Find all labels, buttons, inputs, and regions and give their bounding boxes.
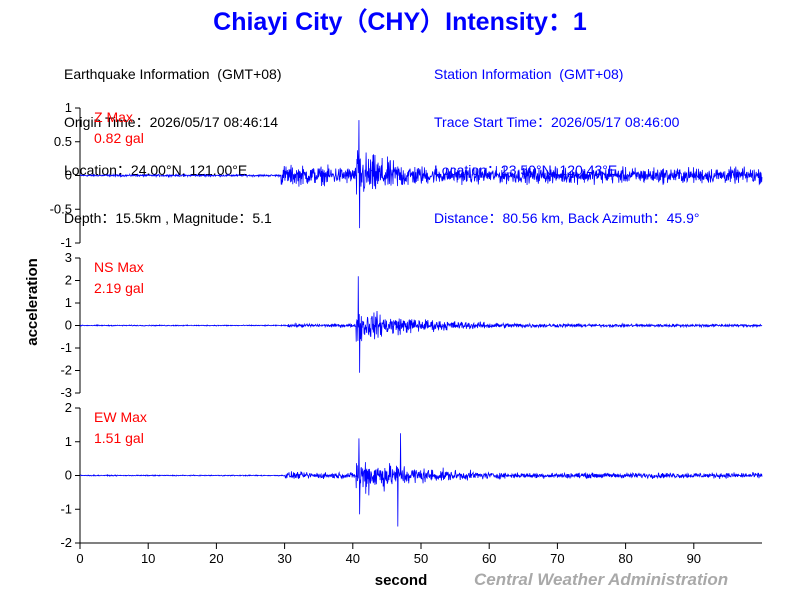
y-tick-label-ns: 3 xyxy=(65,250,72,265)
y-tick-label-ew: 1 xyxy=(65,434,72,449)
station-info-heading: Station Information (GMT+08) xyxy=(434,66,624,82)
y-tick-label-z: 1 xyxy=(65,100,72,115)
trace-start-time: Trace Start Time：2026/05/17 08:46:00 xyxy=(434,114,680,130)
x-tick-label: 90 xyxy=(687,551,701,566)
y-tick-label-ns: 0 xyxy=(65,318,72,333)
epicenter-location: Location：24.00°N, 121.00°E xyxy=(64,162,248,178)
y-tick-label-ew: -2 xyxy=(60,535,72,550)
trace-z xyxy=(79,120,763,229)
distance-azimuth: Distance：80.56 km, Back Azimuth：45.9° xyxy=(434,210,700,226)
x-tick-label: 70 xyxy=(550,551,564,566)
x-tick-label: 0 xyxy=(76,551,83,566)
y-tick-label-ns: 2 xyxy=(65,273,72,288)
page-title: Chiayi City（CHY）Intensity：1 xyxy=(213,8,587,36)
earthquake-info: Earthquake Information (GMT+08) Origin T… xyxy=(64,34,282,242)
x-tick-label: 30 xyxy=(277,551,291,566)
earthquake-info-heading: Earthquake Information (GMT+08) xyxy=(64,66,282,82)
y-axis-label: acceleration xyxy=(24,258,41,346)
depth-magnitude: Depth：15.5km , Magnitude：5.1 xyxy=(64,210,272,226)
y-tick-label-ns: -1 xyxy=(60,340,72,355)
max-value-ew: 1.51 gal xyxy=(94,430,144,446)
component-label-ew: EW Max xyxy=(94,409,147,425)
trace-ns xyxy=(79,276,763,373)
y-tick-label-ns: 1 xyxy=(65,295,72,310)
x-tick-label: 20 xyxy=(209,551,223,566)
x-tick-label: 50 xyxy=(414,551,428,566)
component-label-ns: NS Max xyxy=(94,259,144,275)
y-tick-label-z: -0.5 xyxy=(50,201,72,216)
y-tick-label-ew: 2 xyxy=(65,400,72,415)
x-tick-label: 40 xyxy=(346,551,360,566)
x-axis-label: second xyxy=(375,572,428,589)
y-tick-label-ew: -1 xyxy=(60,501,72,516)
y-tick-label-z: 0 xyxy=(65,168,72,183)
x-tick-label: 80 xyxy=(618,551,632,566)
max-value-ns: 2.19 gal xyxy=(94,280,144,296)
y-tick-label-ns: -3 xyxy=(60,385,72,400)
origin-time: Origin Time：2026/05/17 08:46:14 xyxy=(64,114,279,130)
trace-ew xyxy=(79,433,763,527)
x-tick-label: 10 xyxy=(141,551,155,566)
y-tick-label-z: -1 xyxy=(60,235,72,250)
y-tick-label-ew: 0 xyxy=(65,468,72,483)
max-value-z: 0.82 gal xyxy=(94,130,144,146)
agency-credit: Central Weather Administration xyxy=(474,570,729,589)
component-label-z: Z Max xyxy=(94,109,133,125)
x-tick-label: 60 xyxy=(482,551,496,566)
y-tick-label-z: 0.5 xyxy=(54,134,72,149)
y-tick-label-ns: -2 xyxy=(60,363,72,378)
